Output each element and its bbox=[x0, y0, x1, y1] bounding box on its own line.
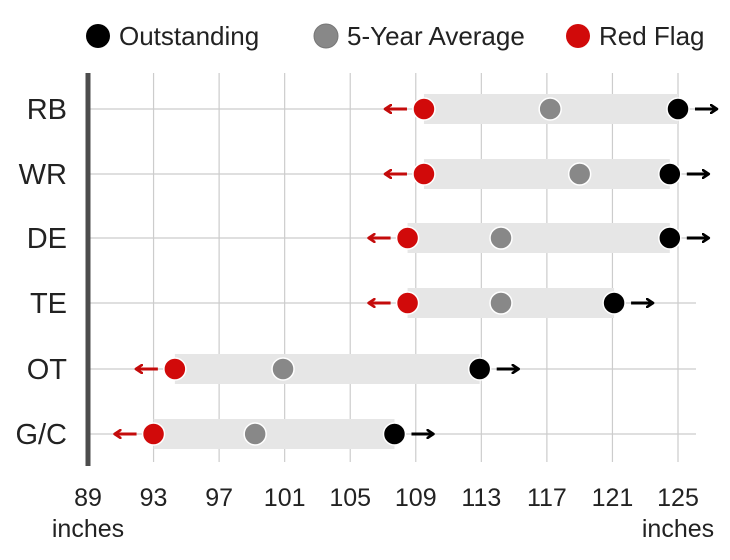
x-unit-label-max: inches bbox=[642, 515, 714, 543]
x-tick-label-101: 101 bbox=[264, 484, 306, 512]
outstanding-point-te bbox=[602, 291, 626, 315]
data-points bbox=[141, 97, 690, 446]
category-label-te: TE bbox=[30, 288, 67, 320]
red-flag-point-gc bbox=[141, 422, 166, 446]
red-flag-point-wr bbox=[412, 162, 436, 186]
outstanding-point-de bbox=[658, 226, 682, 250]
range-bar-wr bbox=[423, 159, 670, 189]
range-bar-ot bbox=[174, 354, 480, 384]
average-point-gc bbox=[243, 422, 267, 446]
x-tick-label-113: 113 bbox=[461, 484, 501, 512]
x-tick-label-105: 105 bbox=[329, 484, 371, 512]
category-label-wr: WR bbox=[19, 159, 67, 191]
legend-marker-outstanding bbox=[86, 24, 110, 48]
category-label-rb: RB bbox=[27, 94, 67, 126]
outstanding-point-wr bbox=[658, 162, 682, 186]
average-point-de bbox=[489, 226, 513, 250]
legend-label-average: 5-Year Average bbox=[347, 21, 525, 51]
x-tick-label-93: 93 bbox=[140, 484, 168, 512]
x-tick-label-125: 125 bbox=[657, 484, 699, 512]
outstanding-point-ot bbox=[467, 357, 492, 381]
x-tick-label-89: 89 bbox=[74, 484, 102, 512]
grid-lines bbox=[85, 73, 696, 466]
x-tick-label-97: 97 bbox=[205, 484, 233, 512]
x-unit-label-min: inches bbox=[52, 515, 124, 543]
x-tick-label-121: 121 bbox=[592, 484, 634, 512]
outstanding-point-gc bbox=[382, 422, 407, 446]
range-bar-de bbox=[407, 223, 670, 253]
average-point-te bbox=[489, 291, 513, 315]
range-bar-gc bbox=[153, 419, 395, 449]
legend-marker-red_flag bbox=[566, 24, 590, 48]
red-flag-point-te bbox=[395, 291, 420, 315]
range-arrows bbox=[115, 109, 717, 434]
legend-marker-average bbox=[313, 23, 339, 49]
x-tick-label-109: 109 bbox=[395, 484, 437, 512]
red-flag-point-rb bbox=[412, 97, 436, 121]
x-axis-labels: 89 93 97 101 105 109 113 117 121 125 inches inches bbox=[52, 484, 714, 543]
average-point-rb bbox=[538, 97, 562, 121]
category-label-gc: G/C bbox=[15, 419, 67, 451]
outstanding-point-rb bbox=[666, 97, 690, 121]
legend-label-red_flag: Red Flag bbox=[599, 21, 705, 51]
y-axis-labels: RB WR DE TE OT G/C bbox=[15, 94, 67, 451]
legend: Outstanding 5-Year Average Red Flag bbox=[86, 21, 705, 51]
red-flag-point-de bbox=[395, 226, 420, 250]
category-label-de: DE bbox=[27, 223, 67, 255]
legend-label-outstanding: Outstanding bbox=[119, 21, 259, 51]
red-flag-point-ot bbox=[163, 357, 187, 381]
average-point-wr bbox=[567, 162, 592, 186]
average-point-ot bbox=[271, 357, 295, 381]
category-label-ot: OT bbox=[27, 354, 68, 386]
x-tick-label-117: 117 bbox=[527, 484, 567, 512]
